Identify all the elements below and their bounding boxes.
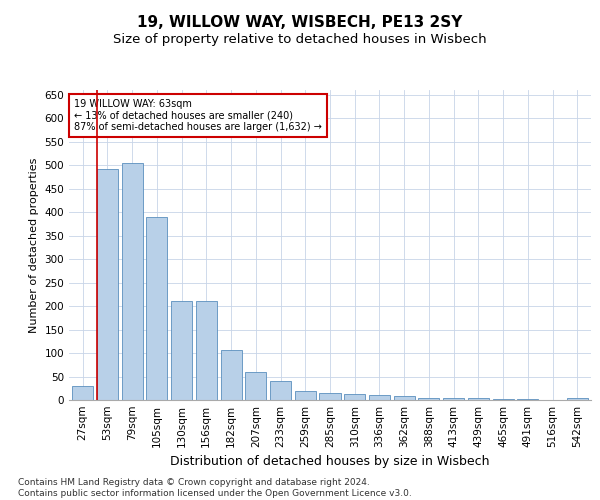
Bar [270, 381, 291, 400]
Bar [171, 302, 192, 400]
Bar [468, 398, 489, 400]
Bar [344, 394, 365, 400]
Bar [122, 163, 143, 400]
Text: 19, WILLOW WAY, WISBECH, PE13 2SY: 19, WILLOW WAY, WISBECH, PE13 2SY [137, 15, 463, 30]
Bar [72, 386, 93, 400]
Text: 19 WILLOW WAY: 63sqm
← 13% of detached houses are smaller (240)
87% of semi-deta: 19 WILLOW WAY: 63sqm ← 13% of detached h… [74, 100, 322, 132]
Bar [295, 391, 316, 400]
Bar [567, 398, 588, 400]
Text: Contains HM Land Registry data © Crown copyright and database right 2024.
Contai: Contains HM Land Registry data © Crown c… [18, 478, 412, 498]
Bar [319, 393, 341, 400]
Bar [493, 399, 514, 400]
Bar [517, 398, 538, 400]
X-axis label: Distribution of detached houses by size in Wisbech: Distribution of detached houses by size … [170, 456, 490, 468]
Y-axis label: Number of detached properties: Number of detached properties [29, 158, 39, 332]
Bar [443, 398, 464, 400]
Bar [146, 217, 167, 400]
Bar [418, 398, 439, 400]
Bar [245, 372, 266, 400]
Bar [394, 396, 415, 400]
Text: Size of property relative to detached houses in Wisbech: Size of property relative to detached ho… [113, 32, 487, 46]
Bar [196, 302, 217, 400]
Bar [97, 169, 118, 400]
Bar [369, 395, 390, 400]
Bar [221, 350, 242, 400]
